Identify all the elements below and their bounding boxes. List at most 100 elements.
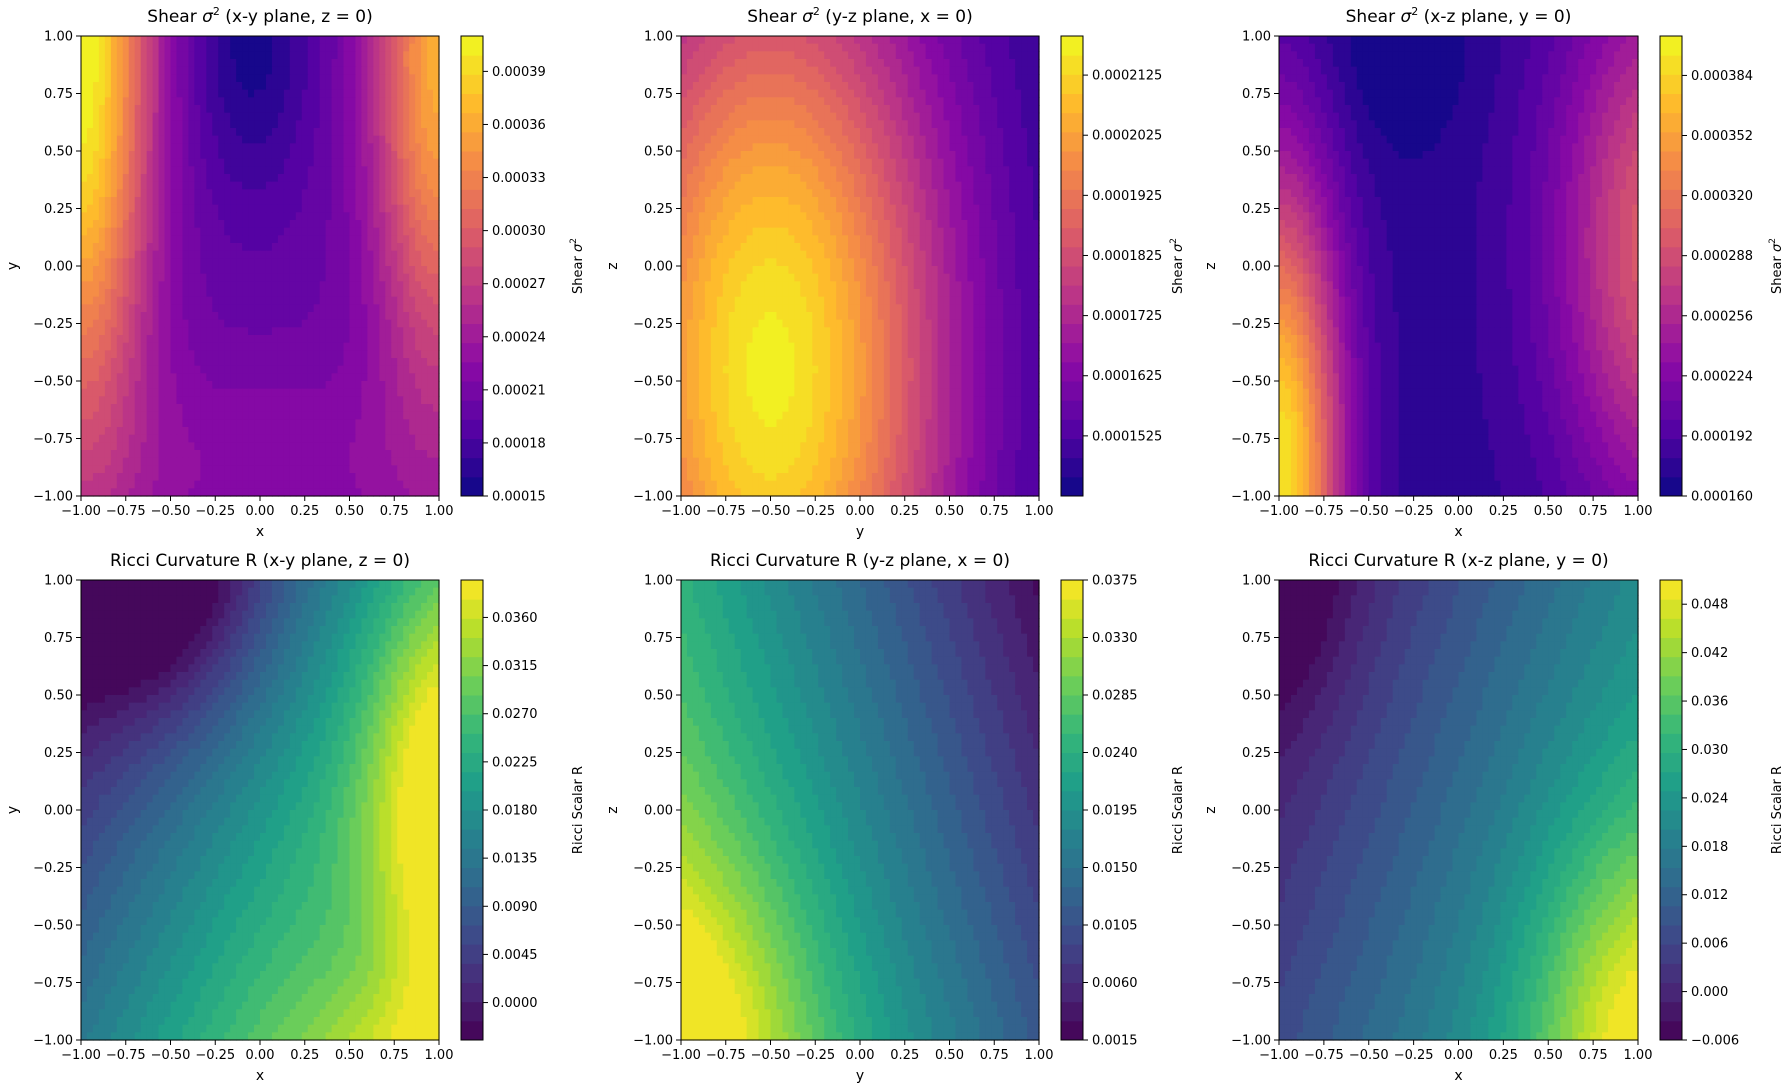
- heatmap-cell: [854, 51, 861, 59]
- heatmap-cell: [314, 473, 321, 481]
- heatmap-cell: [272, 389, 279, 397]
- heatmap-cell: [224, 243, 231, 251]
- heatmap-cell: [171, 465, 178, 473]
- heatmap-cell: [266, 381, 273, 389]
- heatmap-cell: [194, 228, 201, 236]
- heatmap-cell: [759, 105, 766, 113]
- heatmap-cell: [872, 44, 879, 52]
- heatmap-cell: [1015, 90, 1022, 98]
- heatmap-cell: [717, 151, 724, 159]
- heatmap-cell: [242, 350, 249, 358]
- heatmap-cell: [711, 136, 718, 144]
- heatmap-cell: [123, 113, 130, 121]
- heatmap-cell: [194, 289, 201, 297]
- heatmap-cell: [99, 120, 106, 128]
- heatmap-cell: [153, 412, 160, 420]
- heatmap-cell: [776, 82, 783, 90]
- heatmap-cell: [176, 396, 183, 404]
- heatmap-cell: [212, 465, 219, 473]
- heatmap-cell: [350, 312, 357, 320]
- heatmap-cell: [153, 343, 160, 351]
- heatmap-cell: [81, 59, 88, 67]
- heatmap-cell: [367, 67, 374, 75]
- heatmap-cell: [87, 105, 94, 113]
- heatmap-cell: [747, 51, 754, 59]
- heatmap-cell: [308, 174, 315, 182]
- heatmap-cell: [379, 488, 386, 496]
- heatmap-cell: [938, 136, 945, 144]
- heatmap-cell: [206, 182, 213, 190]
- heatmap-cell: [878, 174, 885, 182]
- heatmap-cell: [741, 120, 748, 128]
- heatmap-cell: [230, 235, 237, 243]
- heatmap-cell: [741, 36, 748, 44]
- heatmap-cell: [765, 159, 772, 167]
- heatmap-cell: [296, 366, 303, 374]
- heatmap-cell: [200, 358, 207, 366]
- heatmap-cell: [890, 105, 897, 113]
- heatmap-cell: [188, 82, 195, 90]
- heatmap-cell: [194, 442, 201, 450]
- heatmap-cell: [266, 412, 273, 420]
- heatmap-cell: [705, 166, 712, 174]
- heatmap-cell: [415, 120, 422, 128]
- heatmap-cell: [373, 373, 380, 381]
- heatmap-cell: [105, 266, 112, 274]
- heatmap-cell: [920, 74, 927, 82]
- heatmap-cell: [415, 389, 422, 397]
- heatmap-cell: [266, 189, 273, 197]
- heatmap-cell: [171, 228, 178, 236]
- heatmap-cell: [379, 343, 386, 351]
- heatmap-cell: [87, 435, 94, 443]
- heatmap-cell: [314, 182, 321, 190]
- heatmap-cell: [200, 419, 207, 427]
- heatmap-cell: [176, 297, 183, 305]
- heatmap-cell: [771, 67, 778, 75]
- heatmap-cell: [290, 228, 297, 236]
- heatmap-cell: [182, 465, 189, 473]
- heatmap-cell: [991, 67, 998, 75]
- heatmap-cell: [385, 465, 392, 473]
- heatmap-cell: [105, 473, 112, 481]
- heatmap-cell: [890, 44, 897, 52]
- heatmap-cell: [908, 113, 915, 121]
- heatmap-cell: [212, 251, 219, 259]
- heatmap-cell: [123, 465, 130, 473]
- heatmap-cell: [373, 151, 380, 159]
- heatmap-cell: [111, 113, 118, 121]
- heatmap-cell: [717, 113, 724, 121]
- heatmap-cell: [361, 366, 368, 374]
- heatmap-cell: [403, 212, 410, 220]
- heatmap-cell: [705, 136, 712, 144]
- heatmap-cell: [776, 189, 783, 197]
- heatmap-cell: [979, 36, 986, 44]
- heatmap-cell: [212, 90, 219, 98]
- heatmap-cell: [415, 343, 422, 351]
- heatmap-cell: [129, 151, 136, 159]
- heatmap-cell: [884, 136, 891, 144]
- heatmap-cell: [248, 235, 255, 243]
- colorbar-band: [461, 343, 483, 363]
- heatmap-cell: [176, 205, 183, 213]
- heatmap-cell: [884, 67, 891, 75]
- heatmap-cell: [314, 120, 321, 128]
- heatmap-cell: [723, 151, 730, 159]
- heatmap-cell: [320, 465, 327, 473]
- heatmap-cell: [326, 281, 333, 289]
- heatmap-cell: [176, 51, 183, 59]
- heatmap-cell: [218, 128, 225, 136]
- heatmap-cell: [806, 59, 813, 67]
- heatmap-cell: [397, 174, 404, 182]
- heatmap-cell: [87, 220, 94, 228]
- heatmap-cell: [1027, 143, 1034, 151]
- heatmap-cell: [266, 197, 273, 205]
- heatmap-cell: [188, 389, 195, 397]
- heatmap-cell: [997, 90, 1004, 98]
- heatmap-cell: [326, 228, 333, 236]
- heatmap-cell: [373, 51, 380, 59]
- heatmap-cell: [302, 427, 309, 435]
- heatmap-cell: [159, 373, 166, 381]
- heatmap-cell: [99, 488, 106, 496]
- heatmap-cell: [397, 36, 404, 44]
- heatmap-cell: [373, 458, 380, 466]
